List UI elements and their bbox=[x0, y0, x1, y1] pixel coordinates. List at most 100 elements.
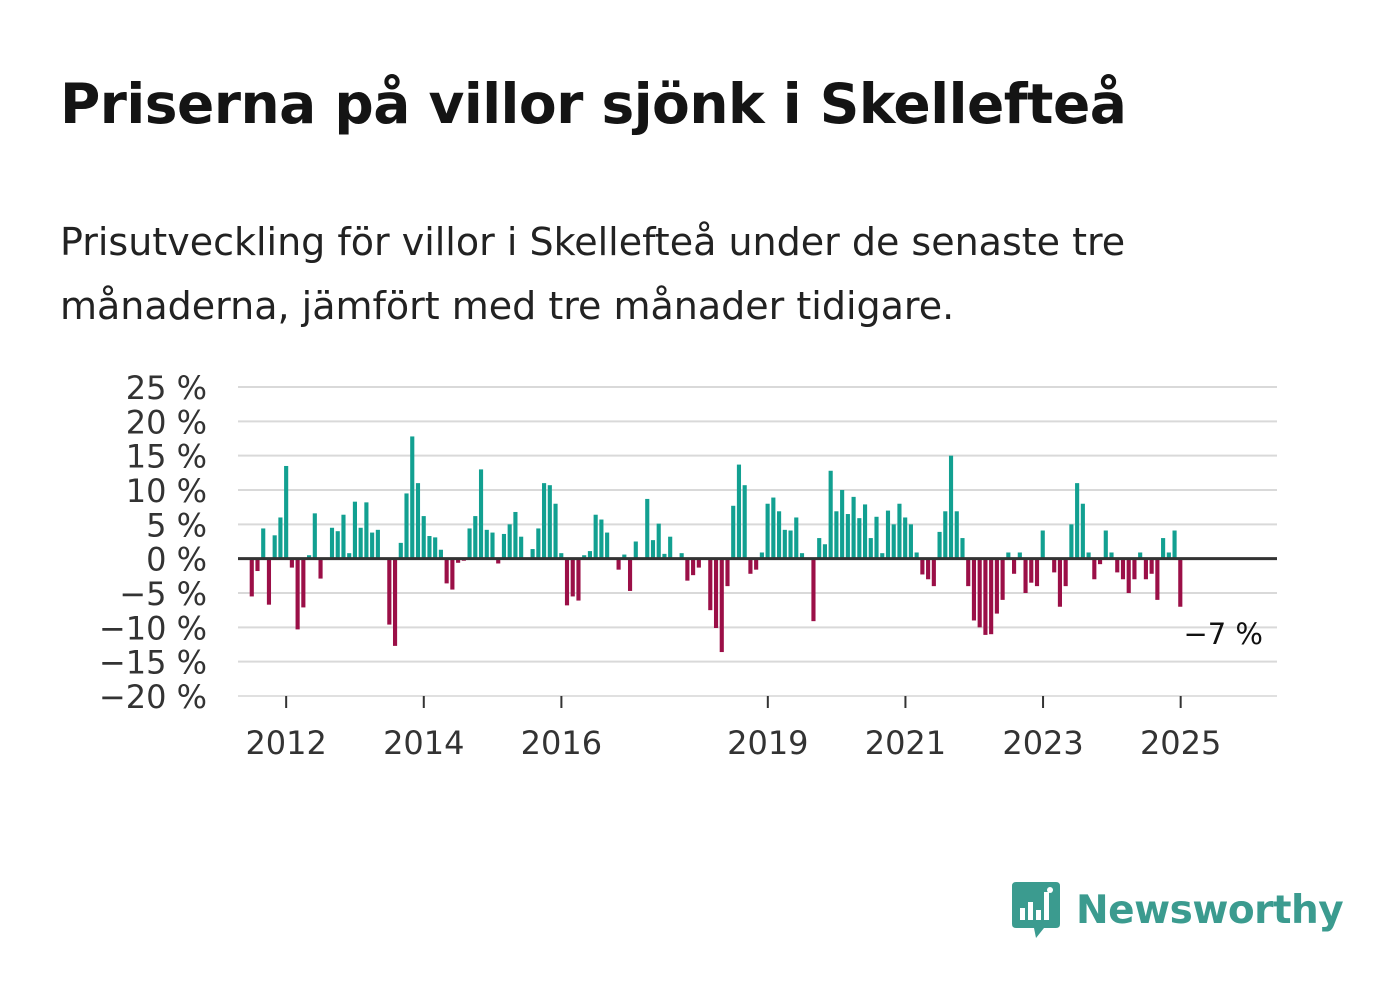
bar-positive bbox=[599, 519, 604, 559]
bar-negative bbox=[989, 558, 994, 635]
bar-positive bbox=[519, 536, 524, 559]
bar-negative bbox=[696, 558, 701, 568]
x-tick-label: 2019 bbox=[727, 724, 808, 762]
bar-negative bbox=[708, 558, 713, 611]
bar-negative bbox=[748, 558, 753, 574]
bar-positive bbox=[765, 503, 770, 559]
bar-positive bbox=[582, 555, 587, 559]
bar-positive bbox=[1040, 530, 1045, 559]
bar-negative bbox=[1143, 558, 1148, 580]
bar-negative bbox=[450, 558, 455, 590]
bar-negative bbox=[1029, 558, 1034, 583]
bar-positive bbox=[284, 465, 289, 559]
bar-positive bbox=[742, 485, 747, 559]
bar-negative bbox=[1126, 558, 1131, 593]
bar-positive bbox=[364, 502, 369, 559]
last-value-label: −7 % bbox=[1183, 617, 1263, 651]
bar-positive bbox=[668, 536, 673, 559]
bar-positive bbox=[759, 552, 764, 559]
bar-negative bbox=[754, 558, 759, 570]
bar-positive bbox=[530, 549, 535, 559]
bar-positive bbox=[650, 540, 656, 559]
bar-negative bbox=[564, 558, 570, 606]
bar-positive bbox=[341, 514, 346, 559]
bar-negative bbox=[570, 558, 575, 597]
bar-positive bbox=[845, 514, 850, 559]
bar-negative bbox=[719, 558, 724, 653]
bar-negative bbox=[977, 558, 982, 628]
bar-negative bbox=[685, 558, 690, 581]
bar-negative bbox=[627, 558, 633, 591]
bar-positive bbox=[1075, 483, 1080, 559]
bar-negative bbox=[1155, 558, 1160, 600]
y-tick-label: 0 % bbox=[146, 541, 207, 579]
bar-positive bbox=[1017, 552, 1022, 559]
bar-positive bbox=[467, 528, 472, 559]
bar-negative bbox=[444, 558, 449, 584]
bar-negative bbox=[387, 558, 392, 625]
bar-positive bbox=[438, 549, 443, 559]
y-tick-label: 25 % bbox=[126, 369, 207, 407]
bar-positive bbox=[633, 541, 638, 559]
bar-positive bbox=[914, 552, 919, 559]
bar-positive bbox=[513, 511, 518, 559]
bar-negative bbox=[1034, 558, 1040, 587]
bar-positive bbox=[605, 532, 610, 559]
bar-positive bbox=[679, 553, 684, 559]
bar-positive bbox=[937, 531, 942, 559]
bar-positive bbox=[542, 483, 547, 559]
bar-positive bbox=[834, 511, 839, 559]
bar-negative bbox=[249, 558, 254, 597]
brand-logo: Newsworthy bbox=[1010, 878, 1344, 942]
bar-positive bbox=[851, 496, 856, 559]
x-tick-label: 2016 bbox=[521, 724, 602, 762]
bar-positive bbox=[1006, 552, 1011, 559]
bar-negative bbox=[926, 558, 931, 580]
bar-positive bbox=[908, 524, 913, 559]
bar-positive bbox=[782, 529, 787, 559]
bar-negative bbox=[1000, 558, 1005, 600]
bar-positive bbox=[553, 503, 558, 559]
bar-positive bbox=[484, 529, 489, 559]
bar-positive bbox=[307, 555, 312, 559]
bar-negative bbox=[576, 558, 581, 601]
bar-negative bbox=[1097, 558, 1103, 565]
bar-positive bbox=[272, 535, 277, 559]
bar-negative bbox=[1063, 558, 1068, 587]
bar-positive bbox=[943, 511, 948, 559]
bar-positive bbox=[736, 464, 742, 559]
bar-positive bbox=[1166, 552, 1171, 559]
bar-positive bbox=[777, 511, 782, 559]
bar-negative bbox=[983, 558, 988, 635]
bar-negative bbox=[295, 558, 300, 630]
bar-negative bbox=[1178, 558, 1183, 607]
x-tick-label: 2014 bbox=[383, 724, 464, 762]
bar-positive bbox=[874, 516, 879, 559]
bar-positive bbox=[593, 514, 598, 559]
annotations: −7 % bbox=[1183, 617, 1263, 651]
x-axis: 2012 2014 2016 2019 2021 2023 2025 bbox=[238, 695, 1277, 762]
bar-positive bbox=[822, 544, 827, 559]
grid-lines bbox=[238, 386, 1277, 697]
bar-positive bbox=[1172, 530, 1177, 559]
x-tick-label: 2023 bbox=[1002, 724, 1083, 762]
brand-name: Newsworthy bbox=[1076, 887, 1344, 933]
bar-positive bbox=[398, 542, 403, 559]
bar-positive bbox=[433, 537, 438, 559]
bar-negative bbox=[691, 558, 696, 576]
bar-negative bbox=[1132, 558, 1137, 580]
bar-negative bbox=[1052, 558, 1057, 573]
bar-positive bbox=[903, 517, 908, 559]
bar-negative bbox=[456, 558, 461, 563]
bar-positive bbox=[1103, 530, 1108, 559]
bar-positive bbox=[788, 530, 793, 559]
bar-positive bbox=[897, 503, 902, 559]
bar-negative bbox=[616, 558, 621, 570]
bar-positive bbox=[312, 513, 317, 559]
bar-positive bbox=[771, 497, 776, 559]
bar-positive bbox=[358, 527, 363, 559]
y-tick-label: −10 % bbox=[99, 609, 207, 647]
bar-positive bbox=[868, 538, 873, 559]
bar-positive bbox=[731, 505, 736, 559]
bar-positive bbox=[501, 533, 507, 559]
